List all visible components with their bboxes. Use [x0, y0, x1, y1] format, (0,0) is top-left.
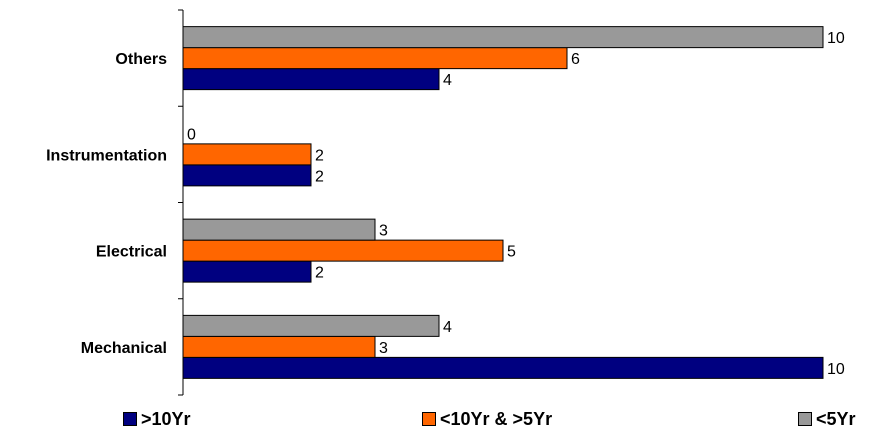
data-label-5yr-mechanical: 4: [443, 319, 452, 336]
bar-chart: Mechanical 10 3 4 Electrical 2 5 3 Instrumentati…: [46, 9, 845, 396]
bar-5yr-electrical: [182, 218, 376, 241]
bar-5yr-mechanical: [182, 314, 440, 337]
data-label-10yr-5yr-others: 6: [571, 51, 580, 68]
data-label-5yr-instrumentation: 0: [187, 126, 196, 143]
data-label-10yr-instrumentation: 2: [315, 168, 324, 185]
data-label-10yr-5yr-mechanical: 3: [379, 340, 388, 357]
bar-10yr-5yr-mechanical: [182, 335, 376, 358]
bar-10yr-5yr-others: [182, 47, 568, 70]
data-label-10yr-electrical: 2: [315, 265, 324, 282]
legend-item-gt10yr: >10Yr: [123, 407, 191, 431]
data-label-10yr-others: 4: [443, 72, 452, 89]
data-label-10yr-mechanical: 10: [827, 361, 845, 378]
bar-10yr-5yr-electrical: [182, 239, 504, 262]
data-label-10yr-5yr-electrical: 5: [507, 244, 516, 261]
legend-label-gt10yr: >10Yr: [141, 408, 191, 429]
data-label-5yr-electrical: 3: [379, 223, 388, 240]
category-label-electrical: Electrical: [96, 244, 167, 261]
legend-label-5to10yr: <10Yr & >5Yr: [440, 408, 553, 429]
category-label-instrumentation: Instrumentation: [46, 147, 167, 164]
legend-label-lt5yr: <5Yr: [816, 408, 856, 429]
bar-5yr-others: [182, 26, 824, 49]
legend-item-5to10yr: <10Yr & >5Yr: [422, 407, 552, 431]
legend-swatch-5to10yr: [422, 412, 436, 426]
data-label-10yr-5yr-instrumentation: 2: [315, 147, 324, 164]
bar-10yr-others: [182, 68, 440, 91]
bar-10yr-mechanical: [182, 356, 824, 379]
bar-10yr-electrical: [182, 260, 312, 283]
bar-10yr-5yr-instrumentation: [182, 143, 312, 166]
category-label-mechanical: Mechanical: [81, 340, 167, 357]
legend-swatch-gt10yr: [123, 412, 137, 426]
data-label-5yr-others: 10: [827, 30, 845, 47]
legend-item-lt5yr: <5Yr: [798, 407, 856, 431]
legend-swatch-lt5yr: [798, 412, 812, 426]
bar-10yr-instrumentation: [182, 164, 312, 187]
category-label-others: Others: [115, 51, 167, 68]
